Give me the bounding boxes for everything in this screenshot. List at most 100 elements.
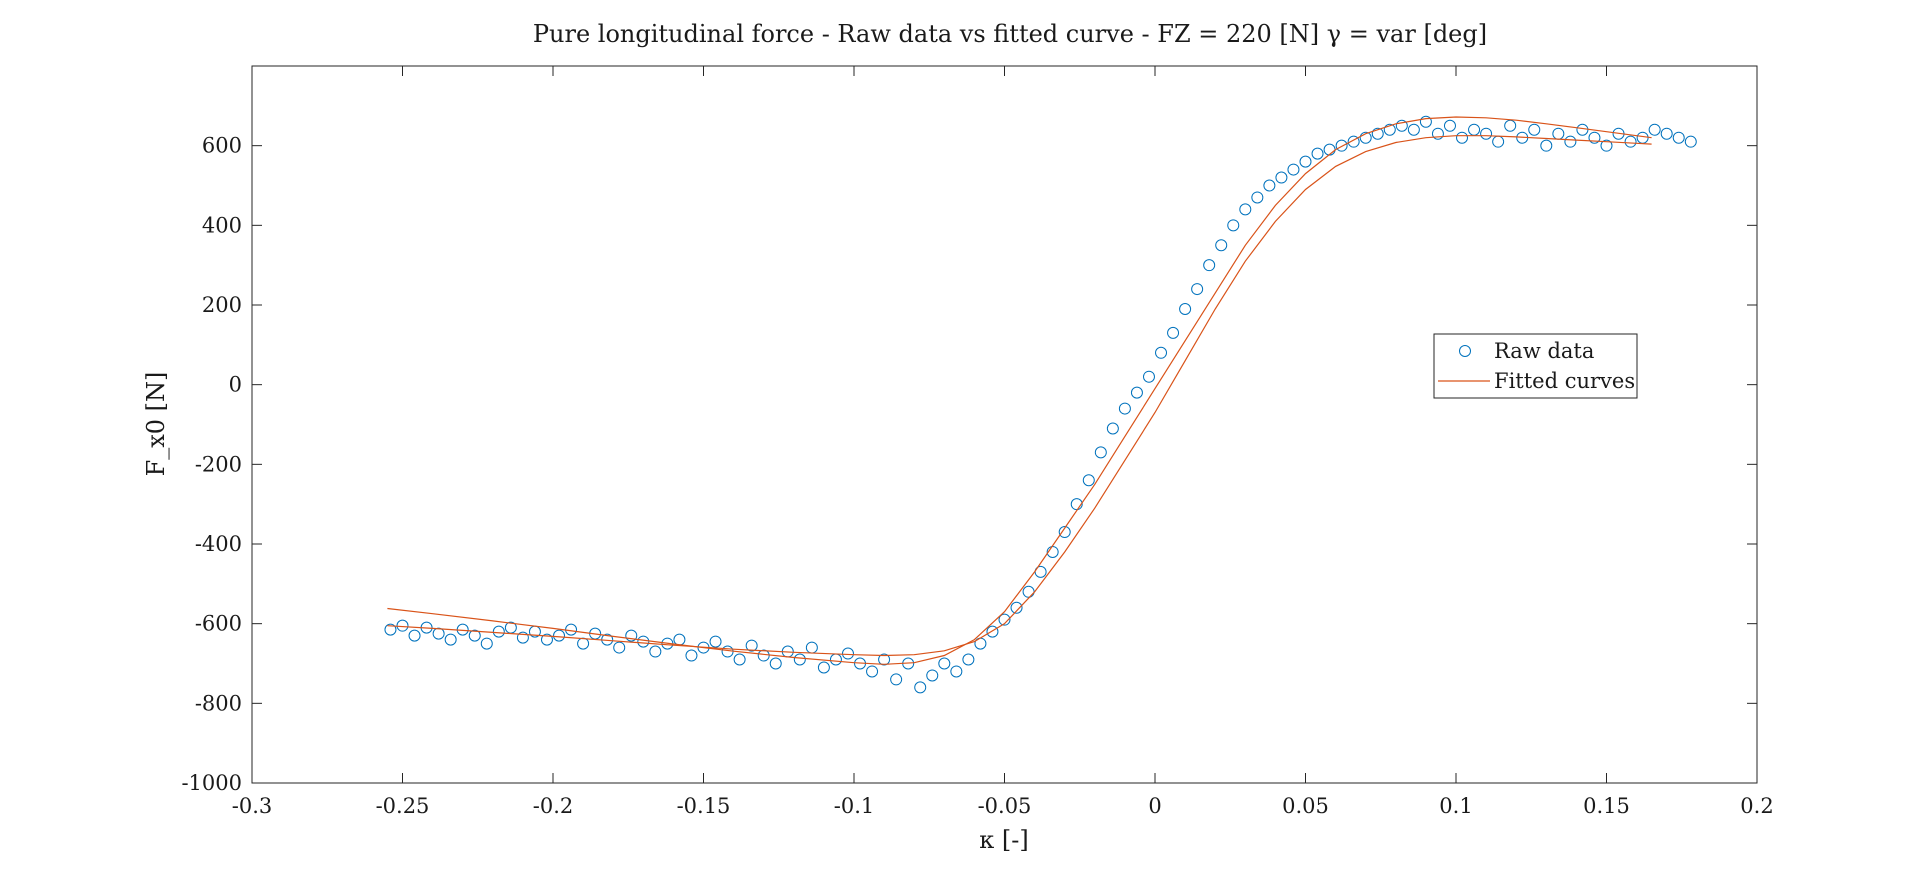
raw-data-point (841, 647, 854, 660)
y-tick-label: 200 (202, 293, 242, 317)
raw-data-point (745, 639, 758, 652)
raw-data-point (914, 681, 927, 694)
x-tick-label: -0.2 (533, 794, 574, 818)
raw-data-point (1142, 370, 1155, 383)
raw-data-series (384, 115, 1697, 694)
raw-data-point (673, 633, 686, 646)
raw-data-point (1636, 131, 1649, 144)
legend-marker-raw-data (1459, 345, 1471, 357)
raw-data-point (721, 645, 734, 658)
raw-data-point (998, 613, 1011, 626)
raw-data-point (1648, 123, 1661, 136)
raw-data-point (793, 653, 806, 666)
raw-data-point (1227, 219, 1240, 232)
raw-data-point (637, 635, 650, 648)
raw-data-point (444, 633, 457, 646)
raw-data-point (480, 637, 493, 650)
raw-data-point (625, 629, 638, 642)
raw-data-point (1504, 119, 1517, 132)
x-tick-label: 0.2 (1740, 794, 1773, 818)
raw-data-point (1058, 526, 1071, 539)
raw-data-point (1624, 135, 1637, 148)
raw-data-point (1215, 239, 1228, 252)
raw-data-point (829, 653, 842, 666)
y-tick-label: -800 (195, 691, 242, 715)
raw-data-point (1419, 115, 1432, 128)
x-tick-label: 0.05 (1282, 794, 1329, 818)
raw-data-point (1371, 127, 1384, 140)
raw-data-point (685, 649, 698, 662)
raw-data-point (1684, 135, 1697, 148)
raw-data-point (1167, 326, 1180, 339)
x-tick-label: -0.05 (978, 794, 1032, 818)
y-tick-label: -400 (195, 532, 242, 556)
x-tick-label: 0 (1148, 794, 1161, 818)
raw-data-point (817, 661, 830, 674)
y-tick-label: 600 (202, 134, 242, 158)
raw-data-point (1155, 346, 1168, 359)
raw-data-point (1672, 131, 1685, 144)
x-tick-label: -0.1 (834, 794, 875, 818)
raw-data-point (577, 637, 590, 650)
raw-data-point (1335, 139, 1348, 152)
raw-data-point (1010, 601, 1023, 614)
raw-data-point (1576, 123, 1589, 136)
raw-data-point (1082, 474, 1095, 487)
raw-data-point (1588, 131, 1601, 144)
raw-data-point (565, 623, 578, 636)
raw-data-point (1407, 123, 1420, 136)
raw-data-point (432, 627, 445, 640)
raw-data-point (1660, 127, 1673, 140)
raw-data-point (553, 629, 566, 642)
raw-data-point (1492, 135, 1505, 148)
raw-data-point (1299, 155, 1312, 168)
raw-data-point (1106, 422, 1119, 435)
raw-data-point (649, 645, 662, 658)
raw-data-point (1431, 127, 1444, 140)
raw-data-point (866, 665, 879, 678)
raw-data-point (1395, 119, 1408, 132)
x-tick-label: 0.1 (1439, 794, 1472, 818)
raw-data-point (962, 653, 975, 666)
raw-data-point (1239, 203, 1252, 216)
raw-data-point (1456, 131, 1469, 144)
raw-data-point (516, 631, 529, 644)
raw-data-point (1443, 119, 1456, 132)
raw-data-point (492, 625, 505, 638)
y-tick-label: -200 (195, 452, 242, 476)
raw-data-point (878, 653, 891, 666)
x-tick-label: -0.15 (677, 794, 731, 818)
y-tick-label: 0 (229, 373, 242, 397)
raw-data-point (1179, 302, 1192, 315)
x-tick-label: -0.25 (376, 794, 430, 818)
raw-data-point (1323, 143, 1336, 156)
y-tick-label: 400 (202, 213, 242, 237)
legend-label-raw-data: Raw data (1494, 339, 1594, 363)
raw-data-point (1383, 123, 1396, 136)
raw-data-point (1275, 171, 1288, 184)
legend: Raw data Fitted curves (1433, 333, 1638, 399)
raw-data-point (1191, 283, 1204, 296)
raw-data-point (1094, 446, 1107, 459)
raw-data-point (1311, 147, 1324, 160)
legend-label-fitted-curves: Fitted curves (1494, 369, 1635, 393)
fitted-curve-line-1 (387, 116, 1652, 665)
y-axis-label: F_x0 [N] (142, 372, 170, 477)
y-tick-label: -600 (195, 612, 242, 636)
raw-data-point (384, 623, 397, 636)
raw-data-point (408, 629, 421, 642)
raw-data-point (709, 635, 722, 648)
raw-data-point (613, 641, 626, 654)
raw-data-point (1022, 585, 1035, 598)
y-axis: -1000 -800 -600 -400 -200 0 200 400 600 (181, 134, 1757, 795)
x-axis: -0.3 -0.25 -0.2 -0.15 -0.1 -0.05 0 0.05 0.1 0.15 0… (232, 66, 1774, 818)
raw-data-point (540, 633, 553, 646)
raw-data-point (1287, 163, 1300, 176)
raw-data-point (1347, 135, 1360, 148)
raw-data-point (1130, 386, 1143, 399)
raw-data-point (1118, 402, 1131, 415)
raw-data-point (926, 669, 939, 682)
plot-area (384, 115, 1697, 694)
raw-data-point (1203, 259, 1216, 272)
